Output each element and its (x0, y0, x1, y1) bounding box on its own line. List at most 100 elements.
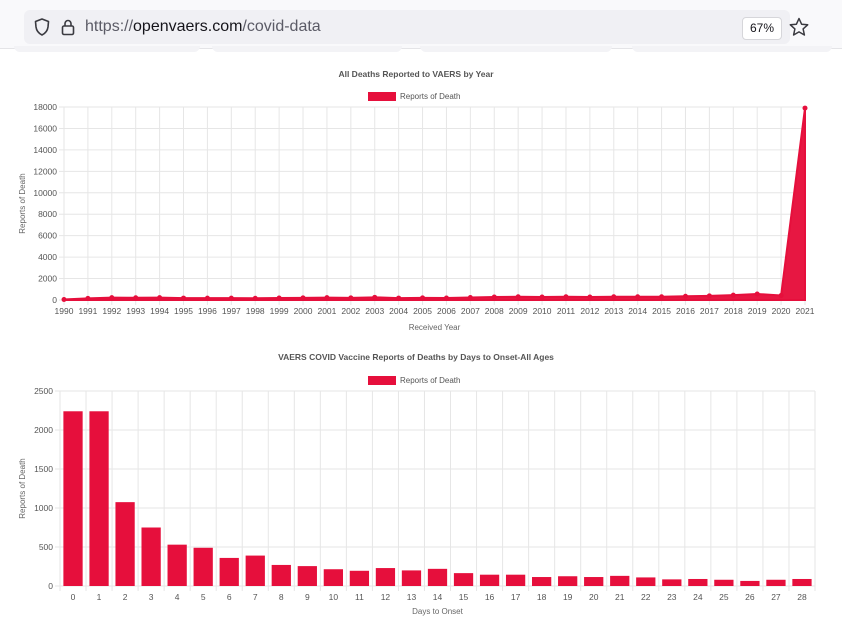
lock-icon[interactable] (58, 17, 78, 37)
x-tick-label: 1992 (102, 306, 121, 316)
y-axis-title: Reports of Death (18, 458, 27, 518)
x-tick-label: 2004 (389, 306, 408, 316)
url-text[interactable]: https://openvaers.com/covid-data (85, 17, 321, 37)
shield-icon[interactable] (32, 17, 52, 37)
x-tick-label: 4 (175, 592, 180, 602)
bar (271, 564, 291, 586)
data-point (802, 105, 808, 111)
x-tick-label: 2005 (413, 306, 432, 316)
y-tick-label: 2500 (34, 386, 53, 396)
bar (714, 579, 734, 586)
data-point (109, 295, 115, 301)
x-tick-label: 1995 (174, 306, 193, 316)
data-point (133, 295, 139, 301)
x-tick-label: 2001 (317, 306, 336, 316)
y-tick-label: 6000 (38, 231, 57, 241)
deaths-by-onset-chart: VAERS COVID Vaccine Reports of Deaths by… (18, 352, 816, 616)
data-point (778, 292, 784, 298)
bar (245, 555, 265, 586)
data-point (85, 295, 91, 301)
x-tick-label: 2006 (437, 306, 456, 316)
x-tick-label: 2018 (724, 306, 743, 316)
data-point (539, 294, 545, 300)
bar (297, 566, 317, 586)
x-axis-title: Days to Onset (412, 607, 463, 616)
bar (558, 576, 578, 586)
x-tick-label: 26 (745, 592, 755, 602)
bar (349, 570, 370, 586)
x-tick-label: 2010 (533, 306, 552, 316)
data-point (659, 294, 665, 300)
legend-label: Reports of Death (400, 376, 460, 385)
data-point (300, 295, 306, 301)
x-tick-label: 8 (279, 592, 284, 602)
x-tick-label: 1991 (78, 306, 97, 316)
bar (792, 578, 812, 586)
data-point (682, 293, 688, 299)
x-tick-label: 28 (797, 592, 807, 602)
bar (193, 547, 213, 586)
x-tick-label: 2000 (294, 306, 313, 316)
data-point (252, 295, 258, 301)
y-axis-title: Reports of Death (18, 173, 27, 233)
legend-swatch (368, 92, 396, 101)
x-tick-label: 27 (771, 592, 781, 602)
data-point (491, 294, 497, 300)
data-point (754, 291, 760, 297)
data-point (324, 295, 330, 301)
x-tick-label: 15 (459, 592, 469, 602)
x-tick-label: 2003 (365, 306, 384, 316)
y-tick-label: 18000 (33, 102, 57, 112)
data-point (467, 295, 473, 301)
x-tick-label: 2012 (580, 306, 599, 316)
x-tick-label: 10 (329, 592, 339, 602)
chart-title: All Deaths Reported to VAERS by Year (338, 69, 494, 79)
page-tab-strip (420, 46, 612, 52)
data-point (157, 295, 163, 301)
x-tick-label: 1 (97, 592, 102, 602)
x-tick-label: 12 (381, 592, 391, 602)
x-tick-label: 21 (615, 592, 625, 602)
x-tick-label: 22 (641, 592, 651, 602)
data-point (611, 294, 617, 300)
bar (323, 569, 343, 586)
x-tick-label: 11 (355, 592, 364, 602)
bar (115, 502, 135, 586)
zoom-level-button[interactable]: 67% (742, 17, 782, 40)
bar (401, 570, 422, 586)
y-tick-label: 0 (48, 581, 53, 591)
data-point (706, 293, 712, 299)
address-bar[interactable]: https://openvaers.com/covid-data 67% (24, 10, 809, 44)
x-tick-label: 1997 (222, 306, 241, 316)
data-point (396, 295, 402, 301)
data-point (563, 294, 569, 300)
bar (766, 579, 786, 586)
bar (453, 573, 474, 586)
x-tick-label: 1999 (270, 306, 289, 316)
x-tick-label: 5 (201, 592, 206, 602)
data-point (443, 295, 449, 301)
x-tick-label: 6 (227, 592, 232, 602)
y-tick-label: 2000 (38, 274, 57, 284)
star-icon[interactable] (788, 16, 810, 38)
x-tick-label: 20 (589, 592, 599, 602)
y-tick-label: 10000 (33, 188, 57, 198)
bar (584, 577, 604, 586)
url-scheme: https:// (85, 18, 134, 35)
x-tick-label: 2011 (557, 306, 576, 316)
x-tick-label: 1990 (55, 306, 74, 316)
page-tab-strip (14, 46, 200, 52)
x-tick-label: 17 (511, 592, 521, 602)
x-tick-label: 24 (693, 592, 703, 602)
y-tick-label: 4000 (38, 252, 57, 262)
data-point (228, 295, 234, 301)
x-tick-label: 23 (667, 592, 677, 602)
x-tick-label: 13 (407, 592, 417, 602)
x-tick-label: 1998 (246, 306, 265, 316)
url-path: /covid-data (242, 18, 321, 35)
bar (688, 578, 708, 586)
y-tick-label: 2000 (34, 425, 53, 435)
bar (427, 568, 448, 586)
x-tick-label: 2021 (796, 306, 815, 316)
data-point (348, 295, 354, 301)
